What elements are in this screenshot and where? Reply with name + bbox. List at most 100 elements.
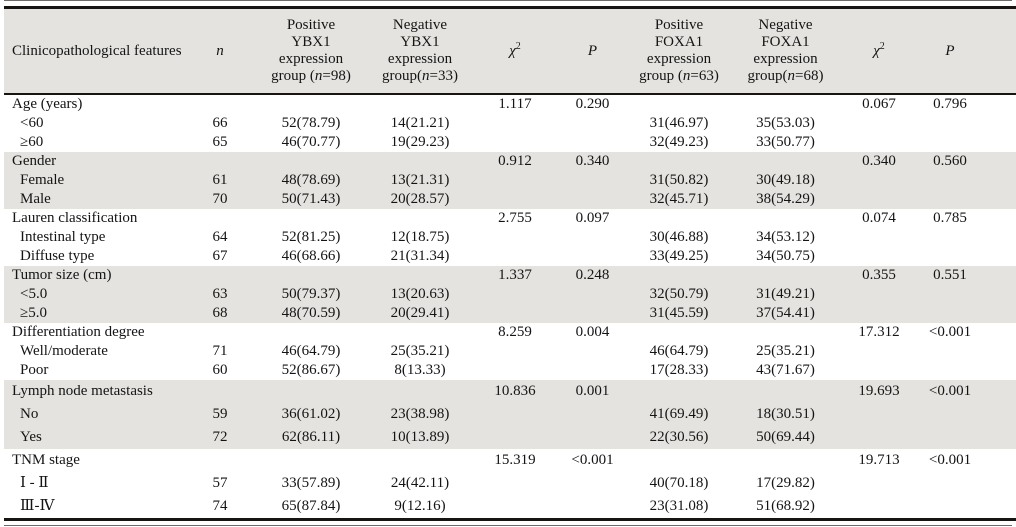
ybx1-positive-cell: 50(79.37) bbox=[256, 285, 366, 304]
p-foxa1-cell bbox=[916, 285, 1016, 304]
chi-square-foxa1-cell bbox=[842, 495, 916, 520]
p-foxa1-cell bbox=[916, 228, 1016, 247]
ybx1-positive-cell: 46(70.77) bbox=[281, 133, 341, 150]
n-cell bbox=[184, 152, 256, 171]
chi-square-foxa1-cell: 19.713 bbox=[858, 451, 900, 468]
ybx1-negative-cell: 20(28.57) bbox=[366, 190, 474, 209]
p-ybx1-cell bbox=[556, 190, 629, 209]
ybx1-negative-cell: 9(12.16) bbox=[394, 497, 446, 514]
p-foxa1-cell: 0.560 bbox=[916, 152, 1016, 171]
chi-square-ybx1-cell bbox=[474, 361, 556, 380]
p-foxa1-cell: 0.796 bbox=[933, 95, 967, 112]
chi-square-ybx1-cell bbox=[474, 304, 556, 323]
header-text-segment: group( bbox=[382, 68, 423, 84]
n-cell: 60 bbox=[212, 361, 228, 378]
n-cell: 70 bbox=[184, 190, 256, 209]
p-foxa1-cell bbox=[916, 304, 1016, 323]
feature-cell: TNM stage bbox=[12, 451, 80, 468]
p-ybx1-cell bbox=[556, 304, 629, 323]
section-header-row: Lymph node metastasis 10.836 0.001 19.693 <0… bbox=[4, 380, 1016, 403]
header-text-segment: n bbox=[787, 68, 796, 84]
chi-square-foxa1-cell bbox=[842, 247, 916, 266]
chi-square-foxa1-cell bbox=[842, 361, 916, 380]
header-text-segment: 2 bbox=[879, 40, 885, 52]
p-ybx1-cell bbox=[556, 342, 629, 361]
chi-square-foxa1-cell bbox=[842, 114, 916, 133]
p-foxa1-cell: 0.551 bbox=[916, 266, 1016, 285]
ybx1-positive-cell bbox=[256, 380, 366, 403]
ybx1-positive-cell: 46(64.79) bbox=[281, 342, 341, 359]
table-row: Poor 60 52(86.67) 8(13.33) 17(28.33) 43(71.67… bbox=[4, 361, 1016, 380]
chi-square-ybx1-cell bbox=[474, 342, 556, 361]
foxa1-positive-cell: 22(30.56) bbox=[629, 426, 729, 449]
chi-square-ybx1-cell bbox=[474, 285, 556, 304]
foxa1-negative-cell: 25(35.21) bbox=[756, 342, 815, 359]
ybx1-positive-cell bbox=[256, 94, 366, 114]
foxa1-negative-cell: 37(54.41) bbox=[729, 304, 842, 323]
ybx1-positive-cell: 36(61.02) bbox=[256, 403, 366, 426]
header-text-segment: Negative bbox=[392, 17, 448, 33]
p-ybx1-cell: 0.248 bbox=[556, 266, 629, 285]
p-ybx1-cell bbox=[556, 472, 629, 495]
column-header-n: n bbox=[184, 7, 256, 95]
ybx1-positive-cell: 65(87.84) bbox=[281, 497, 341, 514]
header-text-segment: group ( bbox=[271, 68, 315, 84]
p-foxa1-cell: <0.001 bbox=[916, 380, 1016, 403]
column-header-chi-square-ybx1: χ2 bbox=[474, 7, 556, 95]
ybx1-negative-cell bbox=[366, 209, 474, 228]
header-text-segment: FOXA1 bbox=[761, 34, 810, 50]
column-header-p-foxa1: P bbox=[916, 7, 1016, 95]
n-cell: 65 bbox=[212, 133, 228, 150]
table-row: Intestinal type 64 52(81.25) 12(18.75) 30(46… bbox=[4, 228, 1016, 247]
foxa1-positive-cell: 41(69.49) bbox=[629, 403, 729, 426]
feature-cell: Ⅲ-Ⅳ bbox=[20, 497, 55, 514]
p-foxa1-cell bbox=[916, 426, 1016, 449]
table-row: <60 66 52(78.79) 14(21.21) 31(46.97) 35(53.03… bbox=[4, 114, 1016, 133]
clinicopathological-table: Clinicopathological features n Positive YBX… bbox=[4, 6, 1016, 521]
p-ybx1-cell bbox=[556, 247, 629, 266]
foxa1-positive-cell bbox=[629, 209, 729, 228]
foxa1-negative-cell bbox=[729, 94, 842, 114]
column-header-chi-square-foxa1: χ2 bbox=[842, 7, 916, 95]
feature-cell: Ⅰ - Ⅱ bbox=[20, 474, 49, 491]
table-row: ≥60 65 46(70.77) 19(29.23) 32(49.23) 33(50.77… bbox=[4, 133, 1016, 152]
feature-cell: Male bbox=[4, 190, 184, 209]
feature-cell: ≥60 bbox=[20, 133, 44, 150]
ybx1-negative-cell: 10(13.89) bbox=[366, 426, 474, 449]
ybx1-negative-cell: 25(35.21) bbox=[390, 342, 450, 359]
chi-square-foxa1-cell: 0.067 bbox=[862, 95, 896, 112]
header-text-segment: =98) bbox=[322, 68, 351, 84]
foxa1-negative-cell: 33(50.77) bbox=[756, 133, 815, 150]
ybx1-negative-cell bbox=[366, 152, 474, 171]
chi-square-ybx1-cell bbox=[474, 114, 556, 133]
chi-square-foxa1-cell bbox=[842, 190, 916, 209]
chi-square-ybx1-cell: 2.755 bbox=[498, 209, 532, 226]
header-text-segment: YBX1 bbox=[400, 34, 440, 50]
section-header-row: Lauren classification 2.755 0.097 0.074 0.78… bbox=[4, 209, 1016, 228]
column-header-foxa1-negative: Negative FOXA1 expression group(n=68) bbox=[729, 7, 842, 95]
foxa1-positive-cell: 30(46.88) bbox=[649, 228, 709, 245]
feature-cell: Lauren classification bbox=[12, 209, 138, 226]
chi-square-ybx1-cell bbox=[474, 190, 556, 209]
p-ybx1-cell bbox=[556, 114, 629, 133]
foxa1-positive-cell: 23(31.08) bbox=[649, 497, 709, 514]
chi-square-ybx1-cell bbox=[474, 472, 556, 495]
foxa1-positive-cell: 32(49.23) bbox=[649, 133, 709, 150]
p-foxa1-cell bbox=[916, 403, 1016, 426]
chi-square-ybx1-cell bbox=[474, 403, 556, 426]
header-text-segment: χ bbox=[873, 42, 880, 59]
feature-cell: No bbox=[4, 403, 184, 426]
table-row: Yes 72 62(86.11) 10(13.89) 22(30.56) 50(69.44… bbox=[4, 426, 1016, 449]
header-text-segment: P bbox=[587, 42, 598, 59]
foxa1-negative-cell: 51(68.92) bbox=[756, 497, 815, 514]
p-ybx1-cell bbox=[556, 133, 629, 152]
foxa1-positive-cell: 31(45.59) bbox=[629, 304, 729, 323]
table-row: <5.0 63 50(79.37) 13(20.63) 32(50.79) 31(49.2… bbox=[4, 285, 1016, 304]
header-text-segment: YBX1 bbox=[291, 34, 331, 50]
feature-cell: Poor bbox=[20, 361, 49, 378]
foxa1-positive-cell bbox=[629, 380, 729, 403]
ybx1-negative-cell: 14(21.21) bbox=[390, 114, 450, 131]
header-text-segment: χ bbox=[509, 42, 516, 59]
column-header-ybx1-negative: Negative YBX1 expression group(n=33) bbox=[366, 7, 474, 95]
foxa1-negative-cell: 31(49.21) bbox=[729, 285, 842, 304]
